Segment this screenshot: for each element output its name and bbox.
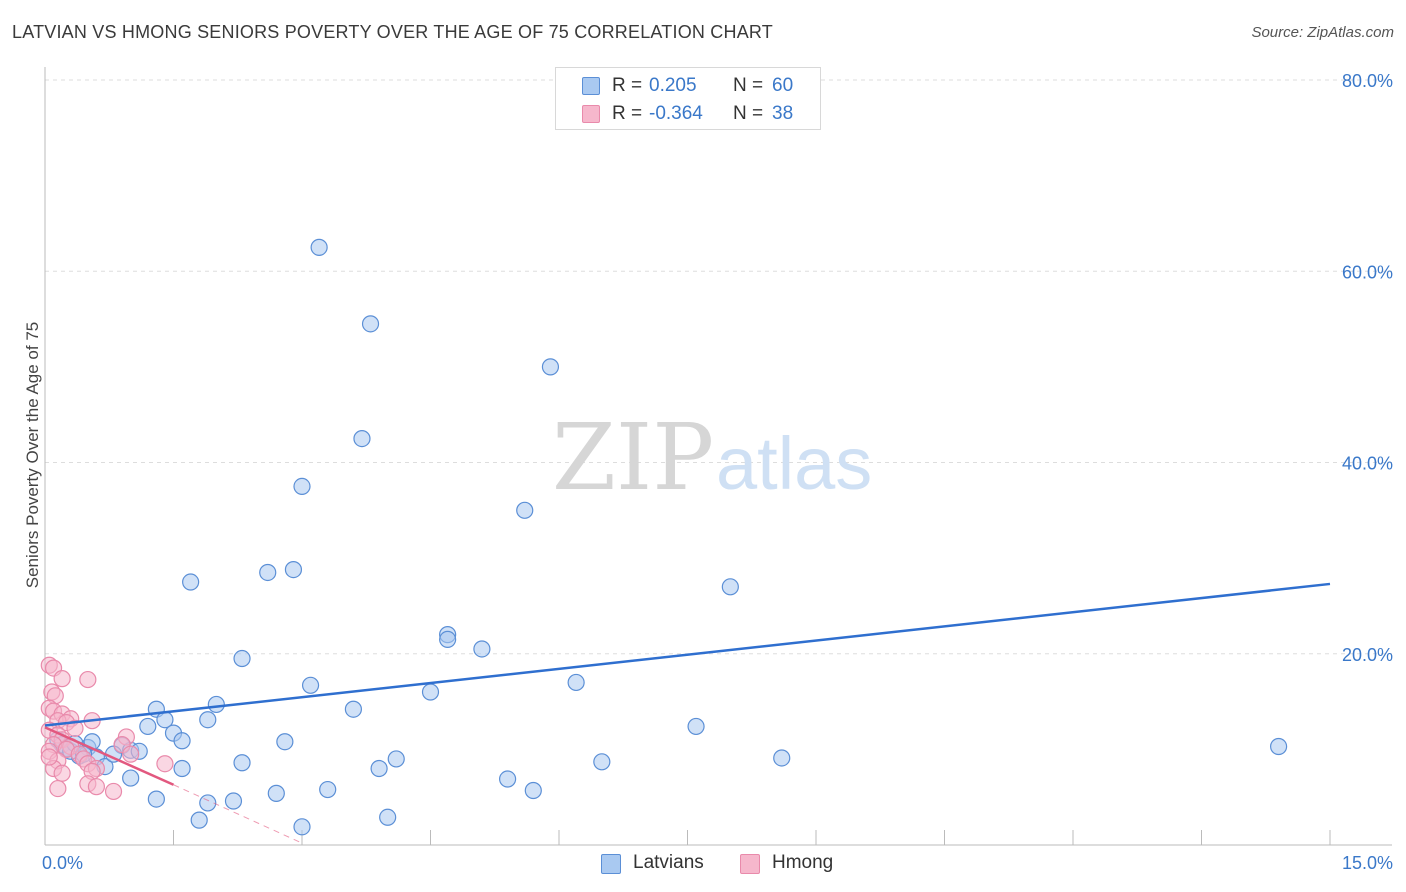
latvians-trendline — [44, 582, 1331, 727]
latvians-point — [233, 649, 251, 668]
hmong-point — [66, 719, 84, 737]
y-tick-label: 20.0% — [1342, 645, 1393, 665]
tick-labels: 20.0% 40.0% 60.0% 80.0% 0.0% 15.0% — [42, 71, 1393, 873]
latvians-point — [267, 784, 285, 802]
r-value: -0.364 — [649, 103, 703, 124]
latvians-point — [516, 501, 534, 519]
latvians-point — [284, 560, 303, 579]
watermark-zip: ZIP — [552, 404, 714, 511]
r-label: R = — [612, 103, 643, 124]
latvians-point — [1269, 737, 1288, 756]
latvians-point — [421, 683, 440, 701]
latvians-point — [233, 754, 251, 772]
latvians-point — [473, 640, 491, 658]
latvians-point — [190, 811, 208, 829]
latvians-point — [593, 753, 611, 771]
latvians-point — [567, 673, 585, 692]
n-value: 38 — [772, 103, 794, 124]
n-label: N = — [733, 103, 764, 124]
hmong-point — [53, 670, 71, 688]
latvians-point — [207, 695, 225, 714]
hmong-point — [122, 745, 140, 763]
hmong-point — [49, 779, 67, 798]
hmong-swatch — [582, 105, 600, 123]
n-value: 60 — [772, 75, 794, 96]
r-label: R = — [612, 75, 643, 96]
r-value: 0.205 — [649, 75, 697, 96]
hmong-point — [79, 670, 97, 689]
y-tick-label: 40.0% — [1342, 454, 1393, 474]
hmong-points — [40, 656, 174, 801]
gridlines — [45, 79, 1392, 655]
latvians-point — [541, 358, 560, 376]
source-label: Source: ZipAtlas.com — [1251, 24, 1394, 41]
hmong-point — [40, 748, 58, 766]
correlation-legend: R = 0.205 N = 60 R = -0.364 N = 38 — [555, 67, 821, 130]
latvians-point — [319, 780, 337, 799]
hmong-point — [156, 755, 174, 773]
latvians-point — [721, 578, 739, 596]
latvians-point — [499, 770, 517, 788]
hmong-trendline-extension — [173, 784, 303, 844]
y-tick-label: 60.0% — [1342, 262, 1393, 282]
latvians-point — [259, 563, 277, 582]
latvians-point — [147, 790, 165, 808]
legend-label: Hmong — [772, 852, 834, 873]
latvians-point — [310, 238, 328, 256]
legend-label: Latvians — [633, 852, 704, 873]
latvians-point — [387, 750, 405, 768]
latvians-point — [524, 781, 542, 800]
n-label: N = — [733, 75, 764, 96]
latvians-point — [301, 676, 320, 694]
latvians-point — [439, 630, 457, 649]
latvians-swatch — [601, 854, 621, 874]
latvians-point — [361, 315, 380, 333]
trendlines — [44, 582, 1331, 844]
latvians-point — [199, 794, 217, 812]
hmong-point — [53, 764, 71, 782]
hmong-point — [87, 778, 106, 796]
latvians-point — [773, 749, 791, 767]
latvians-point — [293, 818, 311, 836]
hmong-point — [104, 782, 123, 801]
latvians-point — [122, 769, 140, 787]
x-tick-label-min: 0.0% — [42, 853, 83, 873]
x-tick-label-max: 15.0% — [1342, 853, 1393, 873]
latvians-swatch — [582, 77, 600, 95]
watermark: ZIP atlas — [552, 404, 872, 511]
y-axis-label: Seniors Poverty Over the Age of 75 — [23, 321, 42, 589]
latvians-point — [173, 759, 191, 778]
latvians-point — [344, 700, 362, 718]
latvians-point — [353, 429, 371, 448]
series-legend: Latvians Hmong — [0, 852, 1406, 878]
latvians-point — [224, 792, 243, 810]
latvians-point — [370, 759, 388, 778]
latvians-points — [49, 238, 1288, 836]
latvians-point — [173, 732, 191, 750]
hmong-swatch — [740, 854, 760, 874]
latvians-point — [293, 477, 311, 496]
y-tick-label: 80.0% — [1342, 71, 1393, 91]
latvians-point — [139, 717, 157, 736]
latvians-point — [379, 808, 397, 826]
hmong-trendline — [44, 726, 175, 786]
latvians-point — [199, 711, 217, 729]
chart-title: LATVIAN VS HMONG SENIORS POVERTY OVER TH… — [12, 22, 773, 42]
watermark-atlas: atlas — [716, 422, 872, 505]
latvians-point — [276, 733, 294, 751]
latvians-point — [182, 573, 200, 591]
latvians-point — [687, 717, 705, 736]
